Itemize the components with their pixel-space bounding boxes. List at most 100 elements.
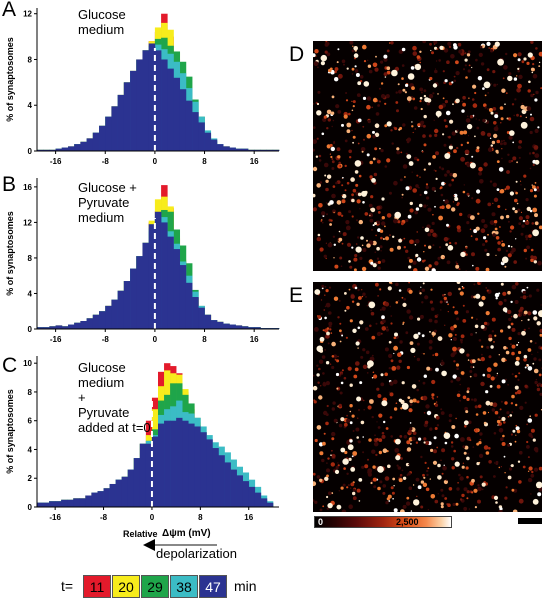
histogram-bar-a-t47: [43, 149, 50, 151]
x-tick-label-c: 8: [198, 513, 203, 522]
histogram-bar-a-t47: [37, 149, 44, 151]
x-tick-label-c: 16: [244, 513, 253, 522]
histogram-bar-a-t47: [272, 149, 280, 151]
histogram-bar-b-t47: [136, 256, 143, 329]
histogram-bar-c-t47: [230, 469, 237, 507]
panel-letter-e: E: [289, 284, 304, 307]
histogram-bar-c-t47: [79, 498, 86, 507]
histogram-bar-a-t47: [235, 148, 243, 151]
histogram-bar-b-t47: [92, 314, 100, 329]
histogram-bar-c-t47: [200, 432, 207, 507]
histogram-bar-c-t47: [236, 475, 243, 507]
histogram-bar-a-t47: [185, 100, 193, 151]
histogram-bar-a-t47: [99, 125, 106, 151]
x-tick-label-a: -16: [50, 157, 62, 166]
y-axis-label-c: % of synaptosomes: [5, 389, 15, 474]
histogram-bar-c-t47: [85, 495, 92, 507]
histogram-bar-a-t47: [260, 149, 267, 151]
histogram-bar-b-t47: [254, 327, 261, 329]
histogram-bar-b-t47: [204, 314, 212, 329]
histogram-bar-b-t47: [235, 325, 243, 329]
histogram-bar-b-t47: [55, 325, 63, 329]
histogram-bar-a-t47: [216, 144, 224, 151]
histogram-bar-a-t47: [68, 146, 75, 151]
histogram-bar-b-t47: [43, 327, 50, 329]
y-tick-label-b: 16: [23, 183, 32, 192]
histogram-bar-b-t47: [74, 322, 81, 329]
histogram-bar-c-t47: [43, 502, 50, 507]
histogram-bar-a-t47: [80, 141, 87, 151]
histogram-bar-b-t47: [111, 299, 118, 329]
histogram-bar-b-t47: [61, 326, 69, 329]
histogram-bar-c-t47: [49, 501, 56, 507]
time-legend-box-47: 47: [199, 575, 227, 598]
histogram-bar-a-t47: [229, 147, 236, 151]
x-tick-label-c: 0: [150, 513, 155, 522]
x-tick-label-b: -8: [102, 335, 110, 344]
histogram-bar-b-t47: [241, 326, 249, 329]
histogram-bar-c-t47: [158, 423, 165, 507]
histogram-bar-c-t47: [176, 417, 183, 507]
y-tick-label-b: 0: [28, 325, 33, 334]
histogram-bar-a-t47: [161, 59, 168, 152]
x-axis-label-relative: Relative: [123, 529, 158, 539]
time-legend-box-29: 29: [141, 575, 169, 598]
x-tick-label-b: 0: [153, 335, 158, 344]
histogram-bar-c-t47: [266, 502, 274, 507]
histogram-bar-b-t47: [37, 327, 44, 329]
histogram-bar-b-t47: [68, 324, 75, 329]
y-axis-label-b: % of synaptosomes: [5, 211, 15, 296]
x-tick-label-b: 16: [250, 335, 259, 344]
time-legend-box-38: 38: [170, 575, 198, 598]
depolarization-label: depolarization: [156, 546, 237, 561]
histogram-bar-a-t47: [247, 149, 255, 151]
histogram-bar-c-t47: [164, 420, 171, 507]
histogram-bar-c-t47: [127, 469, 135, 507]
histogram-bar-b-t47: [247, 327, 255, 329]
histogram-bar-c-t47: [103, 488, 110, 507]
histogram-bar-b-t47: [210, 320, 218, 329]
histogram-bar-c-t47: [121, 476, 129, 507]
y-tick-label-a: 12: [23, 10, 32, 19]
x-tick-label-c: -16: [49, 513, 61, 522]
x-tick-label-b: -16: [50, 335, 62, 344]
histogram-bar-a-t47: [142, 50, 149, 151]
time-legend-prefix: t=: [61, 578, 74, 594]
x-tick-label-b: 8: [202, 335, 207, 344]
histogram-bar-c-t47: [182, 420, 189, 507]
histogram-bar-a-t47: [254, 149, 261, 151]
histogram-bar-c-t47: [61, 499, 68, 507]
histogram-bar-c-t47: [151, 436, 159, 507]
histogram-bar-c-t47: [55, 501, 62, 507]
panel-letter-d: D: [289, 43, 305, 66]
y-tick-label-a: 8: [28, 55, 33, 64]
histogram-bar-c-t47: [115, 479, 122, 507]
histogram-bar-c-t47: [212, 448, 219, 507]
histogram-bar-a-t47: [204, 132, 212, 151]
histogram-bar-a-t47: [61, 147, 69, 151]
histogram-bar-c-t47: [242, 481, 250, 507]
histogram-bar-a-t47: [241, 148, 249, 151]
histogram-bar-a-t47: [111, 106, 118, 151]
histogram-bar-c-t47: [260, 498, 268, 507]
y-axis-label-a: % of synaptosomes: [5, 37, 15, 122]
y-tick-label-c: 0: [28, 503, 33, 512]
histogram-bar-c-t47: [224, 462, 231, 507]
histogram-bar-a-t47: [192, 112, 199, 151]
histogram-bar-a-t47: [136, 59, 143, 152]
histogram-bar-c-t47: [109, 483, 116, 507]
scale-bar: [518, 518, 542, 524]
histogram-bar-c-t47: [248, 486, 256, 507]
time-legend-box-11: 11: [83, 575, 111, 598]
histogram-bar-c-t47: [73, 498, 80, 507]
histogram-bar-b-t47: [192, 297, 199, 329]
histogram-bar-c-t47: [67, 499, 74, 507]
histogram-bar-a-t47: [154, 50, 162, 151]
histogram-bar-c-t47: [37, 502, 44, 507]
x-tick-label-a: 0: [153, 157, 158, 166]
histogram-bar-a-t47: [223, 146, 230, 151]
histogram-bar-b-t47: [142, 242, 149, 329]
histogram-bar-c-t47: [206, 439, 213, 507]
histogram-bar-a-t47: [198, 122, 205, 151]
